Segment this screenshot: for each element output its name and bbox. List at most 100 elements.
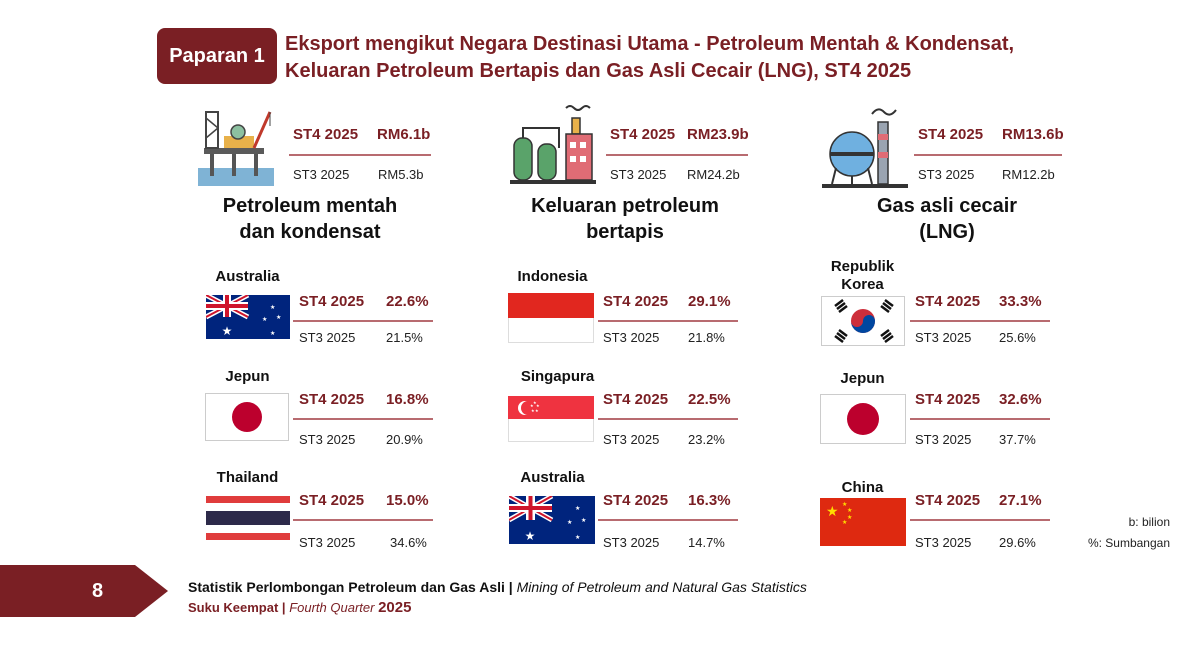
svg-text:★: ★ bbox=[842, 519, 847, 526]
previous-share: 21.8% bbox=[688, 330, 725, 345]
svg-text:★: ★ bbox=[525, 529, 536, 543]
country-name: Republik Korea bbox=[815, 258, 910, 294]
previous-share: 25.6% bbox=[999, 330, 1036, 345]
country-name: China bbox=[841, 479, 884, 496]
summary-previous-period: ST3 2025 bbox=[293, 167, 350, 182]
current-share: 16.3% bbox=[688, 492, 731, 509]
divider bbox=[598, 320, 738, 322]
summary-previous-period: ST3 2025 bbox=[918, 167, 975, 182]
svg-text:★: ★ bbox=[270, 330, 275, 337]
svg-text:★: ★ bbox=[842, 501, 847, 508]
current-period: ST4 2025 bbox=[299, 293, 365, 310]
current-period: ST4 2025 bbox=[603, 391, 669, 408]
page-title-line1: Eksport mengikut Negara Destinasi Utama … bbox=[285, 33, 1015, 55]
category-title-line2: bertapis bbox=[586, 221, 664, 243]
previous-share: 14.7% bbox=[688, 535, 725, 550]
previous-period: ST3 2025 bbox=[299, 432, 356, 447]
country-name: Australia bbox=[215, 268, 280, 285]
category-title-line1: Keluaran petroleum bbox=[531, 195, 719, 217]
svg-text:★: ★ bbox=[847, 507, 852, 514]
divider bbox=[293, 519, 433, 521]
current-period: ST4 2025 bbox=[299, 492, 365, 509]
exhibit-badge-label: Paparan 1 bbox=[169, 44, 265, 67]
footer-title-english: Mining of Petroleum and Natural Gas Stat… bbox=[516, 579, 807, 595]
previous-share: 29.6% bbox=[999, 535, 1036, 550]
divider bbox=[910, 320, 1050, 322]
svg-text:★: ★ bbox=[575, 505, 580, 512]
previous-share: 34.6% bbox=[390, 535, 427, 550]
exhibit-badge: Paparan 1 bbox=[157, 28, 277, 84]
summary-current-period: ST4 2025 bbox=[918, 126, 984, 143]
country-name: Indonesia bbox=[517, 268, 588, 285]
svg-text:★: ★ bbox=[567, 519, 572, 526]
footer-quarter-english: Fourth Quarter bbox=[289, 600, 375, 615]
indonesia-flag bbox=[508, 293, 594, 343]
summary-current-value: RM23.9b bbox=[687, 126, 749, 143]
previous-share: 20.9% bbox=[386, 432, 423, 447]
svg-text:★: ★ bbox=[826, 503, 839, 519]
previous-period: ST3 2025 bbox=[603, 432, 660, 447]
country-name: Singapura bbox=[520, 368, 595, 385]
summary-current-period: ST4 2025 bbox=[293, 126, 359, 143]
svg-text:★: ★ bbox=[222, 324, 233, 338]
current-share: 29.1% bbox=[688, 293, 731, 310]
lng-plant-icon bbox=[822, 108, 908, 188]
divider bbox=[293, 418, 433, 420]
divider bbox=[910, 418, 1050, 420]
svg-text:★: ★ bbox=[581, 517, 586, 524]
summary-previous-value: RM24.2b bbox=[687, 167, 740, 182]
legend-contribution: %: Sumbangan bbox=[1087, 536, 1170, 550]
divider bbox=[914, 154, 1062, 156]
svg-text:★: ★ bbox=[276, 314, 281, 321]
country-name-line1: Republik bbox=[830, 258, 895, 275]
singapore-flag: ★ ★ ★ ★ ★ bbox=[508, 396, 594, 442]
svg-text:★: ★ bbox=[262, 316, 267, 323]
current-share: 22.6% bbox=[386, 293, 429, 310]
summary-previous-value: RM12.2b bbox=[1002, 167, 1055, 182]
svg-text:★: ★ bbox=[270, 304, 275, 311]
previous-period: ST3 2025 bbox=[915, 330, 972, 345]
page-title-line2: Keluaran Petroleum Bertapis dan Gas Asli… bbox=[285, 60, 912, 82]
svg-text:★: ★ bbox=[575, 534, 580, 541]
divider bbox=[598, 519, 738, 521]
current-period: ST4 2025 bbox=[915, 293, 981, 310]
previous-period: ST3 2025 bbox=[915, 535, 972, 550]
svg-text:★: ★ bbox=[533, 400, 537, 405]
footer-quarter-malay: Suku Keempat | bbox=[188, 600, 286, 615]
previous-share: 21.5% bbox=[386, 330, 423, 345]
current-share: 27.1% bbox=[999, 492, 1042, 509]
current-share: 32.6% bbox=[999, 391, 1042, 408]
svg-text:★: ★ bbox=[530, 403, 534, 408]
summary-current-value: RM13.6b bbox=[1002, 126, 1064, 143]
previous-period: ST3 2025 bbox=[299, 535, 356, 550]
current-share: 33.3% bbox=[999, 293, 1042, 310]
legend-billion: b: bilion bbox=[1128, 515, 1170, 529]
divider bbox=[289, 154, 431, 156]
current-share: 16.8% bbox=[386, 391, 429, 408]
page-title: Eksport mengikut Negara Destinasi Utama … bbox=[285, 31, 1165, 85]
current-period: ST4 2025 bbox=[603, 293, 669, 310]
previous-share: 37.7% bbox=[999, 432, 1036, 447]
category-title-crude: Petroleum mentah dan kondensat bbox=[190, 193, 430, 245]
japan-flag bbox=[820, 394, 906, 444]
category-title-line2: dan kondensat bbox=[239, 221, 381, 243]
divider bbox=[598, 418, 738, 420]
category-title-line2: (LNG) bbox=[919, 221, 975, 243]
country-name: Australia bbox=[520, 469, 585, 486]
thailand-flag bbox=[206, 496, 290, 540]
current-share: 15.0% bbox=[386, 492, 429, 509]
current-period: ST4 2025 bbox=[915, 492, 981, 509]
divider bbox=[606, 154, 748, 156]
svg-text:★: ★ bbox=[535, 408, 539, 413]
current-share: 22.5% bbox=[688, 391, 731, 408]
footer-title-malay: Statistik Perlombongan Petroleum dan Gas… bbox=[188, 579, 513, 595]
summary-previous-period: ST3 2025 bbox=[610, 167, 667, 182]
previous-share: 23.2% bbox=[688, 432, 725, 447]
category-title-line1: Gas asli cecair bbox=[876, 195, 1018, 217]
current-period: ST4 2025 bbox=[299, 391, 365, 408]
oil-rig-icon bbox=[198, 111, 274, 186]
australia-flag: ★ ★ ★ ★ ★ bbox=[206, 295, 290, 339]
svg-text:★: ★ bbox=[536, 403, 540, 408]
category-title-refined: Keluaran petroleum bertapis bbox=[500, 193, 750, 245]
footer-year: 2025 bbox=[378, 599, 412, 616]
